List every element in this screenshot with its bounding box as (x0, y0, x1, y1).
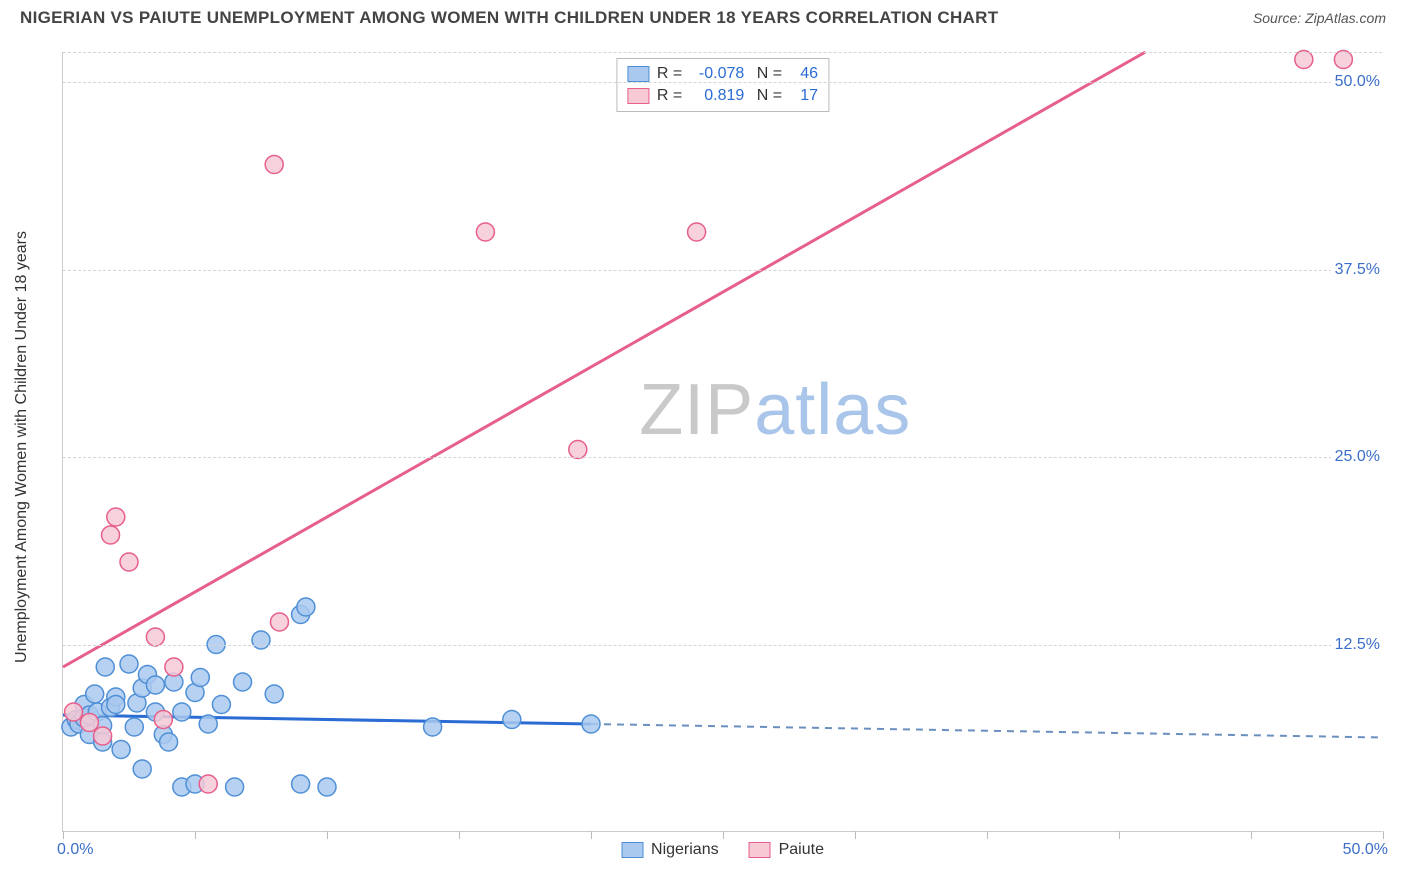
y-tick-label: 25.0% (1331, 448, 1384, 466)
x-tick (987, 831, 988, 839)
x-tick (195, 831, 196, 839)
x-tick (855, 831, 856, 839)
correlation-legend: R = -0.078 N = 46 R = 0.819 N = 17 (616, 58, 829, 112)
series-legend: Nigerians Paiute (621, 841, 824, 859)
plot-svg (63, 52, 1382, 831)
x-axis-max-label: 50.0% (1343, 841, 1388, 859)
chart-title: NIGERIAN VS PAIUTE UNEMPLOYMENT AMONG WO… (20, 8, 998, 28)
plot-area: ZIPatlas R = -0.078 N = 46 R = 0.819 N =… (62, 52, 1382, 832)
x-tick (327, 831, 328, 839)
x-tick (63, 831, 64, 839)
n-value-paiute: 17 (790, 85, 818, 107)
swatch-nigerians-icon (621, 842, 643, 858)
y-axis-label: Unemployment Among Women with Children U… (13, 231, 31, 663)
r-label: R = (657, 85, 682, 107)
gridline (63, 645, 1382, 646)
x-tick (1383, 831, 1384, 839)
y-tick-label: 37.5% (1331, 261, 1384, 279)
x-axis-min-label: 0.0% (57, 841, 93, 859)
legend-item-paiute: Paiute (749, 841, 824, 859)
x-tick (591, 831, 592, 839)
source-attribution: Source: ZipAtlas.com (1253, 10, 1386, 26)
swatch-paiute-icon (749, 842, 771, 858)
gridline (63, 457, 1382, 458)
x-tick (1119, 831, 1120, 839)
r-value-paiute: 0.819 (690, 85, 744, 107)
legend-label-nigerians: Nigerians (651, 841, 719, 859)
x-tick (459, 831, 460, 839)
gridline (63, 270, 1382, 271)
gridline (63, 52, 1382, 53)
swatch-paiute (627, 88, 649, 104)
x-tick (723, 831, 724, 839)
gridline (63, 82, 1382, 83)
n-label: N = (752, 85, 782, 107)
chart-container: Unemployment Among Women with Children U… (62, 52, 1392, 842)
legend-row-paiute: R = 0.819 N = 17 (627, 85, 818, 107)
legend-label-paiute: Paiute (779, 841, 824, 859)
x-tick (1251, 831, 1252, 839)
legend-item-nigerians: Nigerians (621, 841, 719, 859)
y-tick-label: 50.0% (1331, 73, 1384, 91)
swatch-nigerians (627, 66, 649, 82)
y-tick-label: 12.5% (1331, 636, 1384, 654)
